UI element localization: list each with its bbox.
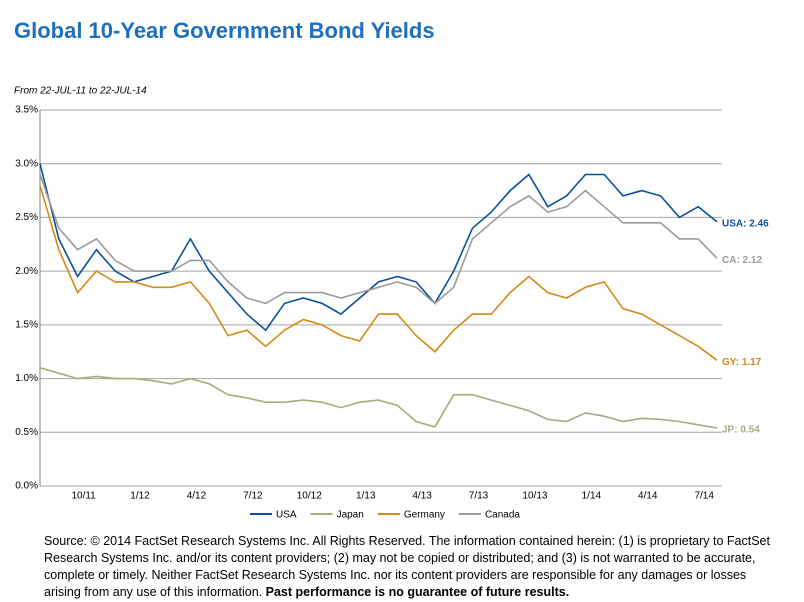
series-line [39,174,718,305]
y-tick-label: 1.0% [15,373,38,384]
x-tick-label: 4/12 [187,491,207,502]
y-tick-label: 3.0% [15,158,38,169]
x-tick-label: 10/13 [522,491,547,502]
y-tick-label: 1.5% [15,319,38,330]
legend-label: Germany [404,510,445,521]
source-text: Source: © 2014 FactSet Research Systems … [44,534,770,599]
end-label: JP: 0.54 [722,425,760,436]
y-tick-label: 2.5% [15,212,38,223]
chart: Global 10-Year Government Bond Yields Fr… [14,18,769,521]
y-tick-label: 0.5% [15,427,38,438]
x-tick-label: 1/13 [356,491,376,502]
end-label: CA: 2.12 [722,255,762,266]
x-tick-label: 7/14 [694,491,714,502]
legend-label: USA [276,510,297,521]
end-label: GY: 1.17 [722,357,762,368]
legend-label: Canada [485,510,520,521]
x-tick-label: 4/14 [638,491,658,502]
x-tick-label: 7/13 [469,491,489,502]
source-note: Source: © 2014 FactSet Research Systems … [44,533,774,601]
series-line [39,367,718,429]
series-line [39,184,718,361]
source-bold: Past performance is no guarantee of futu… [265,585,570,599]
x-tick-label: 7/12 [243,491,263,502]
y-tick-label: 0.0% [15,481,38,492]
x-tick-label: 1/12 [130,491,150,502]
x-tick-label: 10/11 [71,491,96,502]
end-label: USA: 2.46 [722,218,769,229]
y-tick-label: 2.0% [15,266,38,277]
y-tick-label: 3.5% [15,105,38,116]
x-tick-label: 10/12 [297,491,322,502]
legend-label: Japan [337,510,364,521]
x-tick-label: 1/14 [582,491,602,502]
chart-title: Global 10-Year Government Bond Yields [14,18,435,43]
series-line [39,163,718,332]
chart-subtitle: From 22-JUL-11 to 22-JUL-14 [14,86,147,97]
x-tick-label: 4/13 [412,491,432,502]
